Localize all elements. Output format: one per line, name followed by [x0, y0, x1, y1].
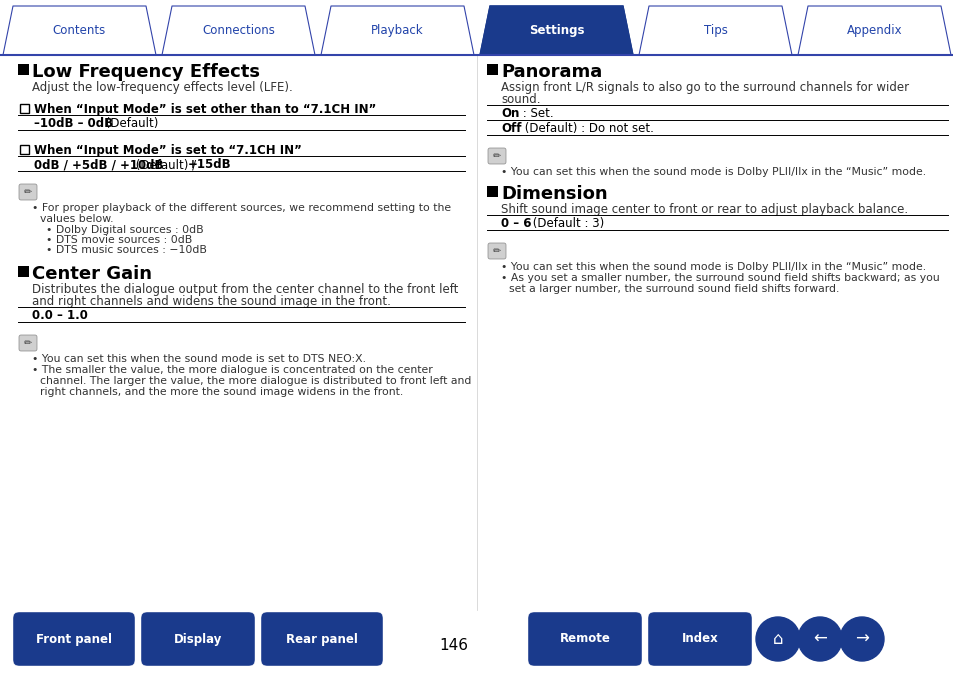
Text: sound.: sound.	[500, 93, 540, 106]
FancyBboxPatch shape	[13, 612, 135, 666]
Text: Tips: Tips	[702, 24, 727, 37]
Text: ✏: ✏	[24, 187, 32, 197]
Text: Assign front L/R signals to also go to the surround channels for wider: Assign front L/R signals to also go to t…	[500, 81, 908, 94]
Text: +15dB: +15dB	[188, 158, 232, 171]
Circle shape	[840, 617, 883, 661]
Text: set a larger number, the surround sound field shifts forward.: set a larger number, the surround sound …	[509, 284, 839, 294]
Bar	[18, 266, 29, 277]
Polygon shape	[479, 6, 633, 55]
Polygon shape	[639, 6, 791, 55]
Text: (Default) /: (Default) /	[132, 158, 200, 171]
FancyBboxPatch shape	[261, 612, 382, 666]
Text: values below.: values below.	[40, 214, 113, 224]
Polygon shape	[797, 6, 950, 55]
Text: ✏: ✏	[24, 338, 32, 348]
Text: →: →	[854, 630, 868, 648]
FancyBboxPatch shape	[647, 612, 751, 666]
Text: When “Input Mode” is set other than to “7.1CH IN”: When “Input Mode” is set other than to “…	[34, 103, 376, 116]
Polygon shape	[320, 6, 474, 55]
Text: 0.0 – 1.0: 0.0 – 1.0	[32, 309, 88, 322]
Circle shape	[755, 617, 800, 661]
Text: • Dolby Digital sources : 0dB: • Dolby Digital sources : 0dB	[46, 225, 203, 235]
Text: ✏: ✏	[493, 246, 500, 256]
Polygon shape	[3, 6, 156, 55]
Text: Front panel: Front panel	[36, 633, 112, 645]
Text: Adjust the low-frequency effects level (LFE).: Adjust the low-frequency effects level (…	[32, 81, 293, 94]
FancyBboxPatch shape	[488, 243, 505, 259]
Bar	[20, 145, 29, 154]
Text: 146: 146	[439, 637, 468, 653]
Bar	[486, 186, 497, 197]
FancyBboxPatch shape	[141, 612, 254, 666]
FancyBboxPatch shape	[488, 148, 505, 164]
Text: and right channels and widens the sound image in the front.: and right channels and widens the sound …	[32, 295, 391, 308]
Text: (Default) : Do not set.: (Default) : Do not set.	[520, 122, 653, 135]
Text: • As you set a smaller number, the surround sound field shifts backward; as you: • As you set a smaller number, the surro…	[500, 273, 939, 283]
FancyBboxPatch shape	[19, 335, 37, 351]
Text: Shift sound image center to front or rear to adjust playback balance.: Shift sound image center to front or rea…	[500, 203, 907, 216]
Text: • You can set this when the sound mode is Dolby PLII/IIx in the “Music” mode.: • You can set this when the sound mode i…	[500, 262, 925, 272]
Text: • DTS movie sources : 0dB: • DTS movie sources : 0dB	[46, 235, 193, 245]
Polygon shape	[162, 6, 314, 55]
Text: 0 – 6: 0 – 6	[500, 217, 531, 230]
Text: When “Input Mode” is set to “7.1CH IN”: When “Input Mode” is set to “7.1CH IN”	[34, 144, 301, 157]
Text: (Default): (Default)	[102, 117, 158, 130]
Text: Playback: Playback	[371, 24, 423, 37]
Text: On: On	[500, 107, 518, 120]
Text: ⌂: ⌂	[772, 630, 782, 648]
Text: Low Frequency Effects: Low Frequency Effects	[32, 63, 260, 81]
Text: ✏: ✏	[493, 151, 500, 161]
Text: • The smaller the value, the more dialogue is concentrated on the center: • The smaller the value, the more dialog…	[32, 365, 433, 375]
Text: 0dB / +5dB / +10dB: 0dB / +5dB / +10dB	[34, 158, 163, 171]
Text: Dimension: Dimension	[500, 185, 607, 203]
Text: ←: ←	[812, 630, 826, 648]
FancyBboxPatch shape	[19, 184, 37, 200]
Text: Remote: Remote	[559, 633, 610, 645]
Text: channel. The larger the value, the more dialogue is distributed to front left an: channel. The larger the value, the more …	[40, 376, 471, 386]
Text: Settings: Settings	[528, 24, 583, 37]
Text: Appendix: Appendix	[846, 24, 902, 37]
Text: Panorama: Panorama	[500, 63, 601, 81]
Text: –10dB – 0dB: –10dB – 0dB	[34, 117, 113, 130]
Text: Display: Display	[173, 633, 222, 645]
Bar	[20, 104, 29, 113]
Text: Connections: Connections	[202, 24, 274, 37]
Text: • DTS music sources : −10dB: • DTS music sources : −10dB	[46, 245, 207, 255]
Circle shape	[797, 617, 841, 661]
Text: : Set.: : Set.	[518, 107, 553, 120]
Text: Distributes the dialogue output from the center channel to the front left: Distributes the dialogue output from the…	[32, 283, 457, 296]
Text: • You can set this when the sound mode is Dolby PLII/IIx in the “Music” mode.: • You can set this when the sound mode i…	[500, 167, 925, 177]
Text: • You can set this when the sound mode is set to DTS NEO:X.: • You can set this when the sound mode i…	[32, 354, 366, 364]
Text: Center Gain: Center Gain	[32, 265, 152, 283]
Text: Off: Off	[500, 122, 521, 135]
Text: Contents: Contents	[52, 24, 106, 37]
Text: Index: Index	[680, 633, 718, 645]
Bar	[18, 64, 29, 75]
Bar	[486, 64, 497, 75]
Text: • For proper playback of the different sources, we recommend setting to the: • For proper playback of the different s…	[32, 203, 451, 213]
Text: right channels, and the more the sound image widens in the front.: right channels, and the more the sound i…	[40, 387, 403, 397]
FancyBboxPatch shape	[527, 612, 641, 666]
Text: (Default : 3): (Default : 3)	[529, 217, 603, 230]
Text: Rear panel: Rear panel	[286, 633, 357, 645]
